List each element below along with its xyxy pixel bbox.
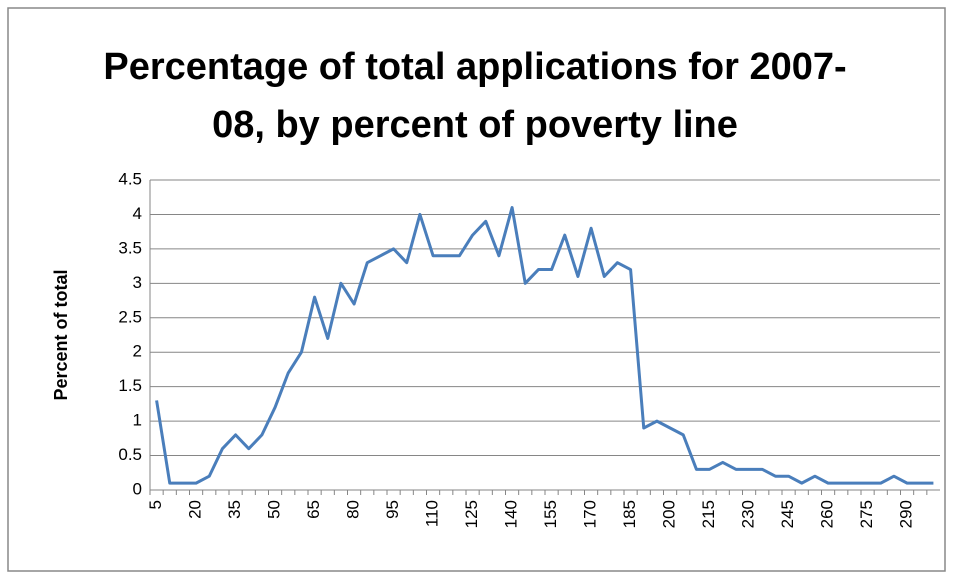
x-tick-label: 35 [225, 500, 244, 519]
x-tick-label: 155 [541, 500, 560, 528]
x-tick-label: 215 [699, 500, 718, 528]
x-tick-label: 140 [502, 500, 521, 528]
chart-title: Percentage of total applications for 200… [103, 46, 847, 146]
x-tick-label: 80 [344, 500, 363, 519]
y-tick-label: 4.5 [118, 169, 142, 188]
x-tick-label: 110 [423, 500, 442, 527]
y-tick-label: 2 [133, 342, 142, 361]
x-tick-label: 95 [383, 500, 402, 519]
y-tick-label: 2.5 [118, 307, 142, 326]
x-tick-label: 125 [462, 500, 481, 528]
x-tick-label: 230 [739, 500, 758, 528]
x-tick-label: 260 [818, 500, 837, 528]
x-tick-label: 200 [660, 500, 679, 528]
y-tick-label: 1 [133, 411, 142, 430]
y-tick-label: 3 [133, 273, 142, 292]
x-tick-label: 290 [897, 500, 916, 528]
y-tick-label: 4 [133, 204, 142, 223]
x-tick-label: 275 [857, 500, 876, 528]
x-tick-label: 170 [581, 500, 600, 528]
x-tick-label: 65 [304, 500, 323, 519]
x-tick-label: 245 [778, 500, 797, 528]
y-tick-label: 0.5 [118, 445, 142, 464]
x-tick-label: 20 [186, 500, 205, 519]
data-line [155, 206, 934, 485]
x-tick-label: 185 [620, 500, 639, 528]
y-tick-label: 1.5 [118, 376, 142, 395]
y-axis-label: Percent of total [51, 269, 71, 400]
y-tick-label: 3.5 [118, 238, 142, 257]
chart-border [7, 7, 946, 572]
x-tick-label: 5 [146, 500, 165, 509]
y-tick-label: 0 [133, 479, 142, 498]
x-tick-label: 50 [265, 500, 284, 519]
